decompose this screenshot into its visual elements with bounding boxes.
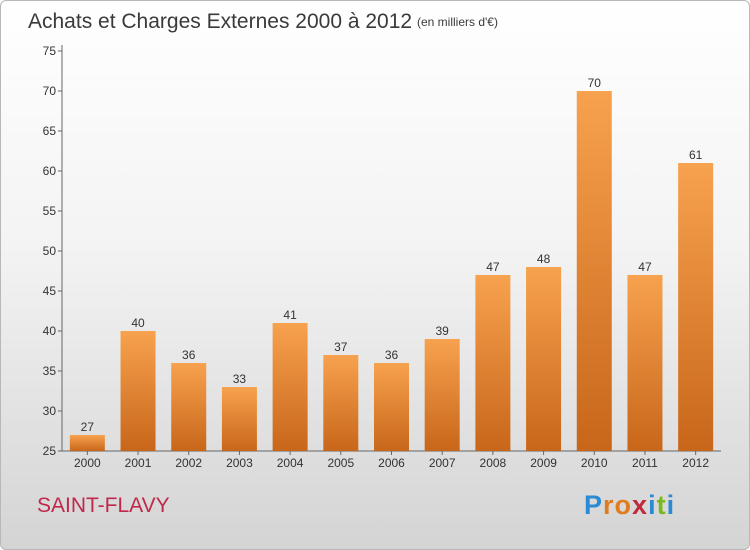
x-tick-label: 2001 bbox=[125, 456, 152, 470]
y-tick-label: 40 bbox=[43, 324, 57, 338]
bar bbox=[69, 435, 105, 451]
data-label: 61 bbox=[689, 148, 703, 162]
x-tick-label: 2006 bbox=[378, 456, 405, 470]
x-tick-label: 2009 bbox=[530, 456, 557, 470]
brand-logo[interactable]: Proxiti bbox=[584, 490, 675, 521]
y-tick-label: 35 bbox=[43, 364, 57, 378]
bar bbox=[526, 267, 562, 451]
x-tick-label: 2011 bbox=[632, 456, 658, 470]
bar bbox=[424, 339, 460, 451]
bar bbox=[171, 363, 207, 451]
x-tick-label: 2007 bbox=[429, 456, 456, 470]
logo-letter: i bbox=[648, 490, 657, 520]
logo-letter: o bbox=[614, 490, 633, 520]
y-tick-label: 45 bbox=[43, 284, 57, 298]
y-tick-label: 30 bbox=[43, 404, 57, 418]
y-tick-label: 65 bbox=[43, 124, 57, 138]
data-label: 27 bbox=[81, 420, 95, 434]
chart-subtitle: (en milliers d'€) bbox=[417, 15, 498, 29]
bar bbox=[475, 275, 511, 451]
bar bbox=[323, 355, 359, 451]
y-tick-label: 60 bbox=[43, 164, 57, 178]
x-tick-label: 2012 bbox=[682, 456, 709, 470]
bar bbox=[221, 387, 257, 451]
y-tick-label: 25 bbox=[43, 444, 57, 458]
logo-letter: t bbox=[656, 490, 667, 520]
data-label: 48 bbox=[537, 252, 551, 266]
bar bbox=[678, 163, 714, 451]
data-label: 47 bbox=[486, 260, 500, 274]
data-label: 36 bbox=[385, 348, 399, 362]
data-label: 37 bbox=[334, 340, 348, 354]
data-label: 41 bbox=[283, 308, 297, 322]
bar bbox=[272, 323, 308, 451]
x-tick-label: 2000 bbox=[74, 456, 101, 470]
x-tick-label: 2010 bbox=[581, 456, 608, 470]
logo-letter: r bbox=[603, 490, 615, 520]
x-tick-label: 2004 bbox=[277, 456, 304, 470]
chart-title: Achats et Charges Externes 2000 à 2012 bbox=[28, 10, 412, 33]
data-label: 47 bbox=[638, 260, 652, 274]
x-tick-label: 2005 bbox=[327, 456, 354, 470]
data-label: 36 bbox=[182, 348, 196, 362]
y-tick-label: 55 bbox=[43, 204, 57, 218]
data-label: 70 bbox=[588, 76, 602, 90]
logo-letter: i bbox=[666, 490, 676, 520]
bars: 27 40 36 33 41 37 36 39 47 48 70 47 61 bbox=[69, 76, 714, 451]
logo-letter: P bbox=[584, 490, 604, 520]
bar bbox=[576, 91, 612, 451]
bar bbox=[374, 363, 409, 451]
data-label: 39 bbox=[436, 324, 450, 338]
data-label: 40 bbox=[131, 316, 145, 330]
axes: 25 30 35 40 45 50 55 60 65 70 75 2000 2001 2002 2003 20… bbox=[43, 44, 721, 470]
bar bbox=[627, 275, 663, 451]
location-label: SAINT-FLAVY bbox=[37, 494, 170, 517]
x-tick-label: 2003 bbox=[226, 456, 253, 470]
y-tick-label: 75 bbox=[43, 44, 57, 58]
data-label: 33 bbox=[233, 372, 247, 386]
logo-letter: x bbox=[632, 490, 649, 520]
y-tick-label: 70 bbox=[43, 84, 57, 98]
x-tick-label: 2002 bbox=[175, 456, 202, 470]
y-tick-label: 50 bbox=[43, 244, 57, 258]
bar bbox=[120, 331, 156, 451]
x-tick-label: 2008 bbox=[480, 456, 507, 470]
